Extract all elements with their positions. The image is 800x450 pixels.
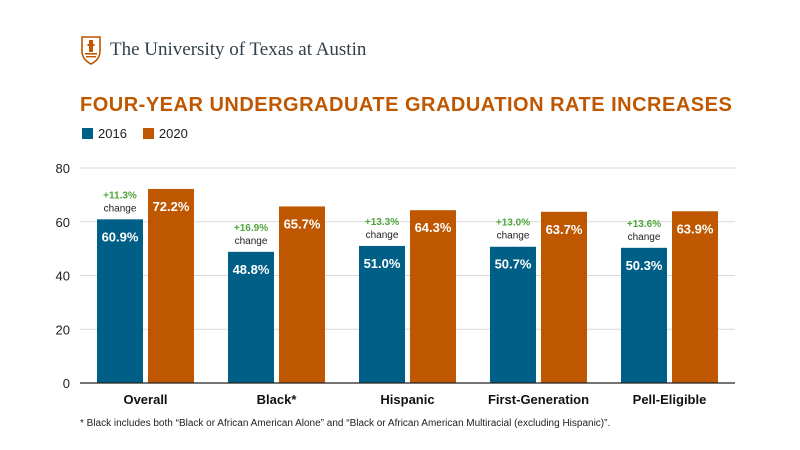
y-tick-label: 80 bbox=[56, 161, 70, 176]
change-annotation: +16.9% bbox=[234, 223, 268, 234]
bar-2020 bbox=[541, 211, 587, 383]
category-label: Hispanic bbox=[380, 392, 434, 407]
change-word: change bbox=[366, 230, 399, 241]
footnote: * Black includes both “Black or African … bbox=[80, 418, 611, 429]
y-tick-label: 60 bbox=[56, 215, 70, 230]
bar-value-label: 63.9% bbox=[677, 221, 714, 236]
legend-swatch-2016 bbox=[82, 128, 93, 139]
chart-title: FOUR-YEAR UNDERGRADUATE GRADUATION RATE … bbox=[80, 94, 733, 116]
y-tick-label: 40 bbox=[56, 269, 70, 284]
category-label: Overall bbox=[123, 392, 167, 407]
bar-value-label: 63.7% bbox=[546, 222, 583, 237]
bar-2016 bbox=[228, 251, 274, 383]
y-tick-label: 20 bbox=[56, 322, 70, 337]
change-annotation: +13.6% bbox=[627, 219, 661, 230]
legend-label-2020: 2020 bbox=[158, 126, 188, 141]
change-word: change bbox=[628, 232, 661, 243]
bar-2016 bbox=[97, 219, 143, 383]
bar-2020 bbox=[672, 211, 718, 383]
category-label: Pell-Eligible bbox=[633, 392, 707, 407]
bar-value-label: 48.8% bbox=[233, 262, 270, 277]
bar-2020 bbox=[148, 188, 194, 383]
bar-value-label: 60.9% bbox=[102, 229, 139, 244]
y-tick-label: 0 bbox=[63, 376, 70, 391]
legend-label-2016: 2016 bbox=[98, 126, 127, 141]
category-label: First-Generation bbox=[488, 392, 589, 407]
bar-value-label: 64.3% bbox=[415, 220, 452, 235]
change-annotation: +13.3% bbox=[365, 217, 399, 228]
ut-tower-shield-icon bbox=[81, 36, 101, 65]
institution-name: The University of Texas at Austin bbox=[110, 39, 367, 60]
bar-2020 bbox=[279, 206, 325, 383]
bar-2016 bbox=[359, 245, 405, 383]
bar-2020 bbox=[410, 210, 456, 383]
category-label: Black* bbox=[257, 392, 298, 407]
bar-2016 bbox=[621, 247, 667, 383]
legend-swatch-2020 bbox=[142, 128, 154, 139]
bar-value-label: 72.2% bbox=[153, 199, 190, 214]
bar-value-label: 51.0% bbox=[364, 256, 401, 271]
legend-item-2016: 2016 bbox=[82, 126, 127, 141]
bar-value-label: 50.3% bbox=[626, 258, 663, 273]
change-word: change bbox=[104, 203, 137, 214]
legend: 2016 2020 bbox=[82, 126, 204, 141]
bar-2016 bbox=[490, 246, 536, 383]
change-annotation: +13.0% bbox=[496, 218, 530, 229]
brand-header: The University of Texas at Austin bbox=[80, 34, 366, 66]
change-annotation: +11.3% bbox=[103, 190, 137, 201]
bar-value-label: 65.7% bbox=[284, 216, 321, 231]
change-word: change bbox=[497, 231, 530, 242]
change-word: change bbox=[235, 236, 268, 247]
legend-item-2020: 2020 bbox=[142, 126, 188, 141]
bar-value-label: 50.7% bbox=[495, 257, 532, 272]
